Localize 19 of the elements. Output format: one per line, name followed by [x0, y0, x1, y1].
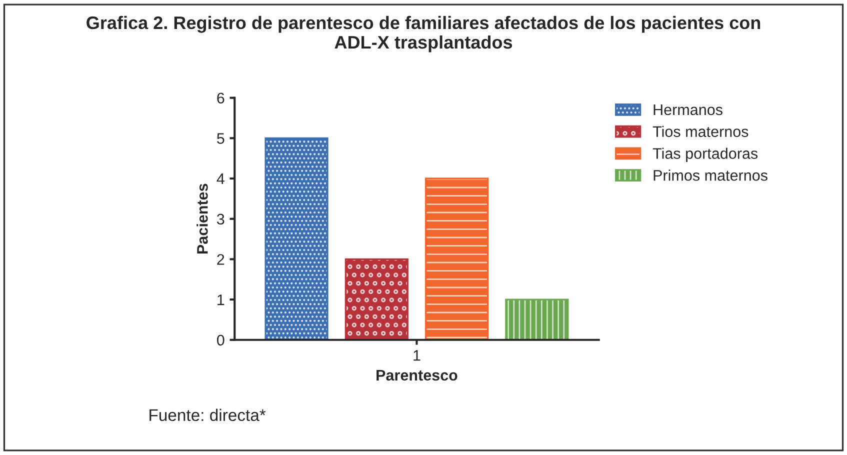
y-tick-label: 4 — [216, 174, 224, 184]
bar — [344, 258, 408, 340]
y-axis-title: Pacientes — [196, 184, 208, 254]
bar — [264, 137, 328, 340]
chart-title: Grafica 2. Registro de parentesco de familiares afectados de los pacientes con ADL-X trasplantados — [86, 16, 760, 52]
y-tick-label: 1 — [218, 294, 224, 306]
bar — [505, 298, 569, 340]
y-tick-label: 5 — [217, 133, 224, 144]
bar — [424, 178, 489, 340]
y-tick-label: 2 — [217, 254, 224, 265]
y-tick-label: 6 — [217, 92, 224, 104]
y-tick-label: 3 — [216, 214, 224, 225]
legend-label: Tios maternos — [652, 126, 748, 138]
y-tick-label: 0 — [217, 334, 224, 346]
legend-label: Tias portadoras — [652, 148, 758, 162]
legend-label: Primos maternos — [654, 170, 768, 181]
legend-label: Hermanos — [654, 104, 722, 116]
x-axis-title: Parentesco — [376, 370, 458, 381]
source-note: Fuente: directa* — [150, 408, 266, 422]
